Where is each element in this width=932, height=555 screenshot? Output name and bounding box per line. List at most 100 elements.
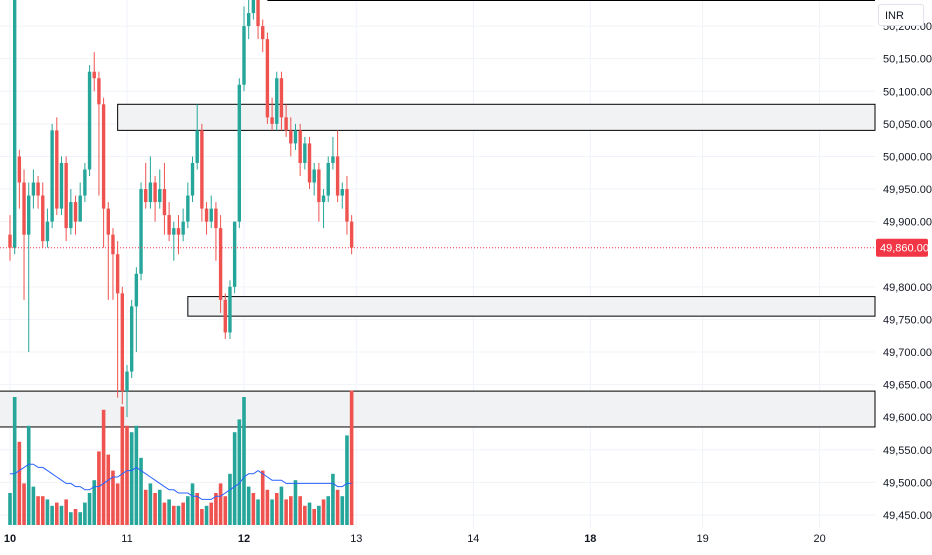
candle: [228, 280, 232, 339]
candle: [303, 136, 307, 170]
volume-bar: [148, 483, 153, 525]
candle-body: [186, 195, 190, 222]
volume-bar: [83, 502, 87, 525]
candle-body: [45, 221, 50, 242]
volume-bar: [265, 489, 270, 525]
candle: [27, 182, 31, 352]
candle: [340, 182, 344, 209]
candle-body: [111, 234, 115, 255]
volume-bar: [181, 502, 185, 525]
x-tick-label: 18: [584, 533, 596, 545]
y-tick-label: 49,750.00: [883, 314, 932, 326]
candle: [232, 221, 237, 294]
candle: [186, 182, 190, 229]
candle-body: [27, 195, 31, 235]
candle: [73, 195, 78, 235]
candle-body: [12, 0, 17, 248]
volume-bar: [349, 390, 354, 525]
volume-bar: [8, 493, 12, 525]
candle-body: [349, 221, 354, 248]
candle: [218, 215, 223, 313]
volume-bar: [115, 483, 120, 525]
candle: [17, 149, 22, 209]
candle-body: [97, 78, 101, 105]
candle: [349, 215, 354, 255]
volume-bar: [335, 489, 340, 525]
y-tick-label: 49,800.00: [883, 282, 932, 294]
candle-body: [17, 156, 22, 183]
candle: [97, 71, 101, 196]
volume-bar: [45, 499, 50, 525]
candle-body: [120, 293, 125, 392]
y-tick-label: 49,700.00: [883, 347, 932, 359]
volume-bar: [237, 419, 242, 525]
zone-box: [0, 390, 876, 428]
volume-bar: [340, 496, 345, 525]
candle-body: [335, 156, 340, 196]
candle: [36, 176, 40, 209]
candle-body: [36, 182, 40, 196]
x-tick-label: 20: [814, 533, 826, 545]
y-axis[interactable]: 50,200.0050,150.0050,100.0050,050.0050,0…: [876, 21, 932, 522]
volume-bar: [101, 409, 106, 525]
candle: [144, 162, 148, 209]
candle-body: [251, 0, 256, 14]
candle-body: [59, 162, 64, 209]
y-tick-label: 50,000.00: [883, 151, 932, 163]
volume-bar: [12, 397, 17, 525]
volume-bar: [214, 493, 218, 525]
currency-badge[interactable]: INR: [878, 4, 924, 26]
volume-bar: [345, 435, 349, 525]
candle: [275, 71, 279, 131]
volume-bar: [120, 406, 125, 525]
volume-bar: [204, 505, 209, 525]
candle-body: [265, 39, 270, 118]
candle-body: [106, 208, 110, 235]
volume-bar: [307, 502, 312, 525]
candle: [115, 241, 120, 398]
x-axis[interactable]: 10 11 12 13 14 18 19 20: [4, 533, 826, 545]
candle-body: [8, 234, 12, 248]
candle-body: [115, 254, 120, 294]
y-tick-label: 49,500.00: [883, 477, 932, 489]
candle: [167, 202, 171, 242]
x-tick-label: 10: [4, 533, 16, 545]
candle: [12, 0, 17, 255]
candle: [312, 162, 316, 196]
candle: [45, 208, 50, 248]
volume-bar: [223, 496, 228, 525]
volume-bar: [317, 505, 321, 525]
candle-body: [92, 71, 96, 79]
zone-box: [117, 103, 876, 131]
volume-bar: [139, 457, 143, 525]
candle-body: [167, 215, 171, 235]
volume-bar: [270, 499, 274, 525]
volume-bar: [55, 502, 59, 525]
candle-body: [289, 130, 293, 144]
volume-bar: [50, 505, 54, 525]
candle: [279, 71, 284, 131]
candle: [256, 0, 260, 40]
candle: [326, 156, 330, 203]
volume-bar: [143, 489, 148, 525]
candle-body: [158, 189, 162, 203]
candle: [129, 299, 134, 379]
candle: [242, 6, 246, 92]
volume-bar: [78, 512, 82, 525]
volume-bar: [36, 496, 40, 525]
volume-bar: [92, 480, 97, 525]
candle-body: [69, 202, 73, 229]
candle: [345, 176, 349, 235]
candle-body: [139, 189, 143, 274]
volume-bar: [200, 509, 204, 525]
volume-bar: [195, 493, 199, 525]
y-tick-label: 50,100.00: [883, 86, 932, 98]
candle: [139, 182, 143, 281]
volume-bar: [172, 505, 176, 525]
candles: [8, 0, 354, 418]
candle: [111, 228, 115, 300]
x-tick-label: 13: [350, 533, 362, 545]
volume-bar: [312, 509, 316, 525]
